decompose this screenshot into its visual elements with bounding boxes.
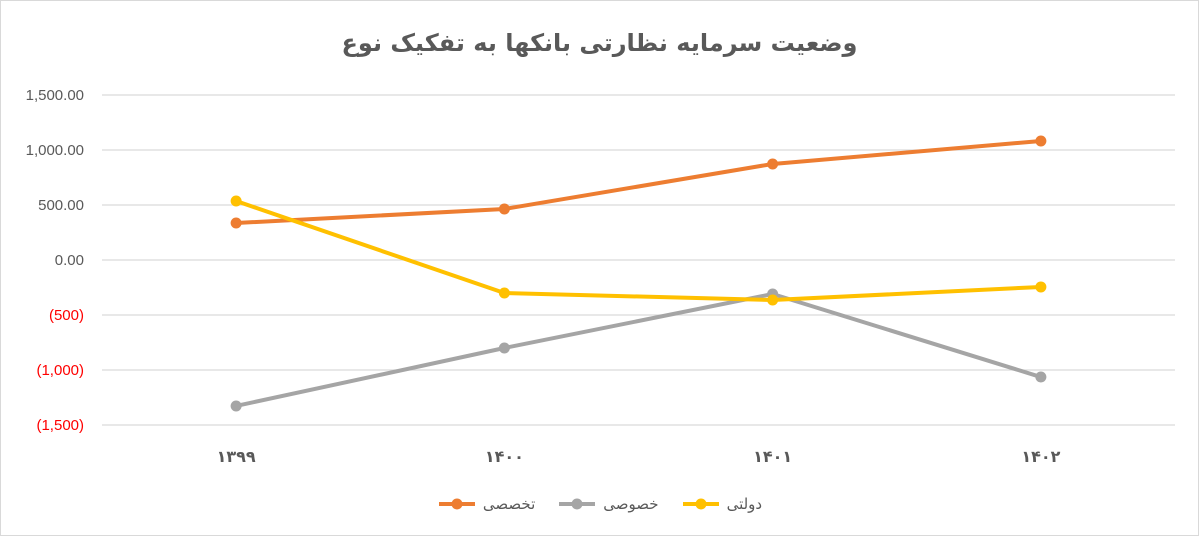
y-tick-label: 1,000.00 xyxy=(26,142,84,159)
data-point-marker xyxy=(767,294,779,306)
data-point-marker xyxy=(230,217,242,229)
y-tick-label: (500) xyxy=(49,307,84,324)
data-point-marker xyxy=(498,342,510,354)
y-tick-label: 0.00 xyxy=(55,252,84,269)
x-tick-label: ۱۴۰۰ xyxy=(485,447,524,466)
x-tick-label: ۱۴۰۲ xyxy=(1021,447,1060,466)
data-point-marker xyxy=(498,203,510,215)
plot-area: 1,500.00 1,000.00 500.00 0.00 (500) (1,000) (1… xyxy=(26,87,1175,466)
series-line xyxy=(236,138,1042,226)
legend-label: تخصصی xyxy=(482,495,536,513)
y-tick-label: (1,500) xyxy=(36,417,84,434)
legend-item: دولتی xyxy=(681,495,763,513)
legend-item: خصوصی xyxy=(557,495,659,513)
y-tick-label: 1,500.00 xyxy=(26,87,84,104)
y-tick-label: 500.00 xyxy=(38,197,84,214)
data-point-marker xyxy=(1035,135,1047,147)
data-point-marker xyxy=(498,287,510,299)
legend-line-marker-icon xyxy=(559,498,596,510)
legend: تخصصی خصوصی دولتی xyxy=(1,495,1198,513)
chart-title: وضعیت سرمایه نظارتی بانکها به تفکیک نوع xyxy=(341,29,858,57)
series-line xyxy=(235,199,1041,303)
legend-line-marker-icon xyxy=(438,498,475,510)
data-point-marker xyxy=(230,400,242,412)
data-point-marker xyxy=(1035,281,1047,293)
data-point-marker xyxy=(230,195,242,207)
x-tick-label: ۱۳۹۹ xyxy=(217,447,256,466)
legend-label: دولتی xyxy=(726,495,763,513)
y-tick-label: (1,000) xyxy=(36,362,84,379)
legend-label: خصوصی xyxy=(603,495,659,513)
data-point-marker xyxy=(1035,371,1047,383)
data-point-marker xyxy=(767,158,779,170)
series-line xyxy=(235,291,1042,408)
x-tick-label: ۱۴۰۱ xyxy=(753,447,792,466)
legend-line-marker-icon xyxy=(682,498,719,510)
legend-item: تخصصی xyxy=(437,495,535,513)
